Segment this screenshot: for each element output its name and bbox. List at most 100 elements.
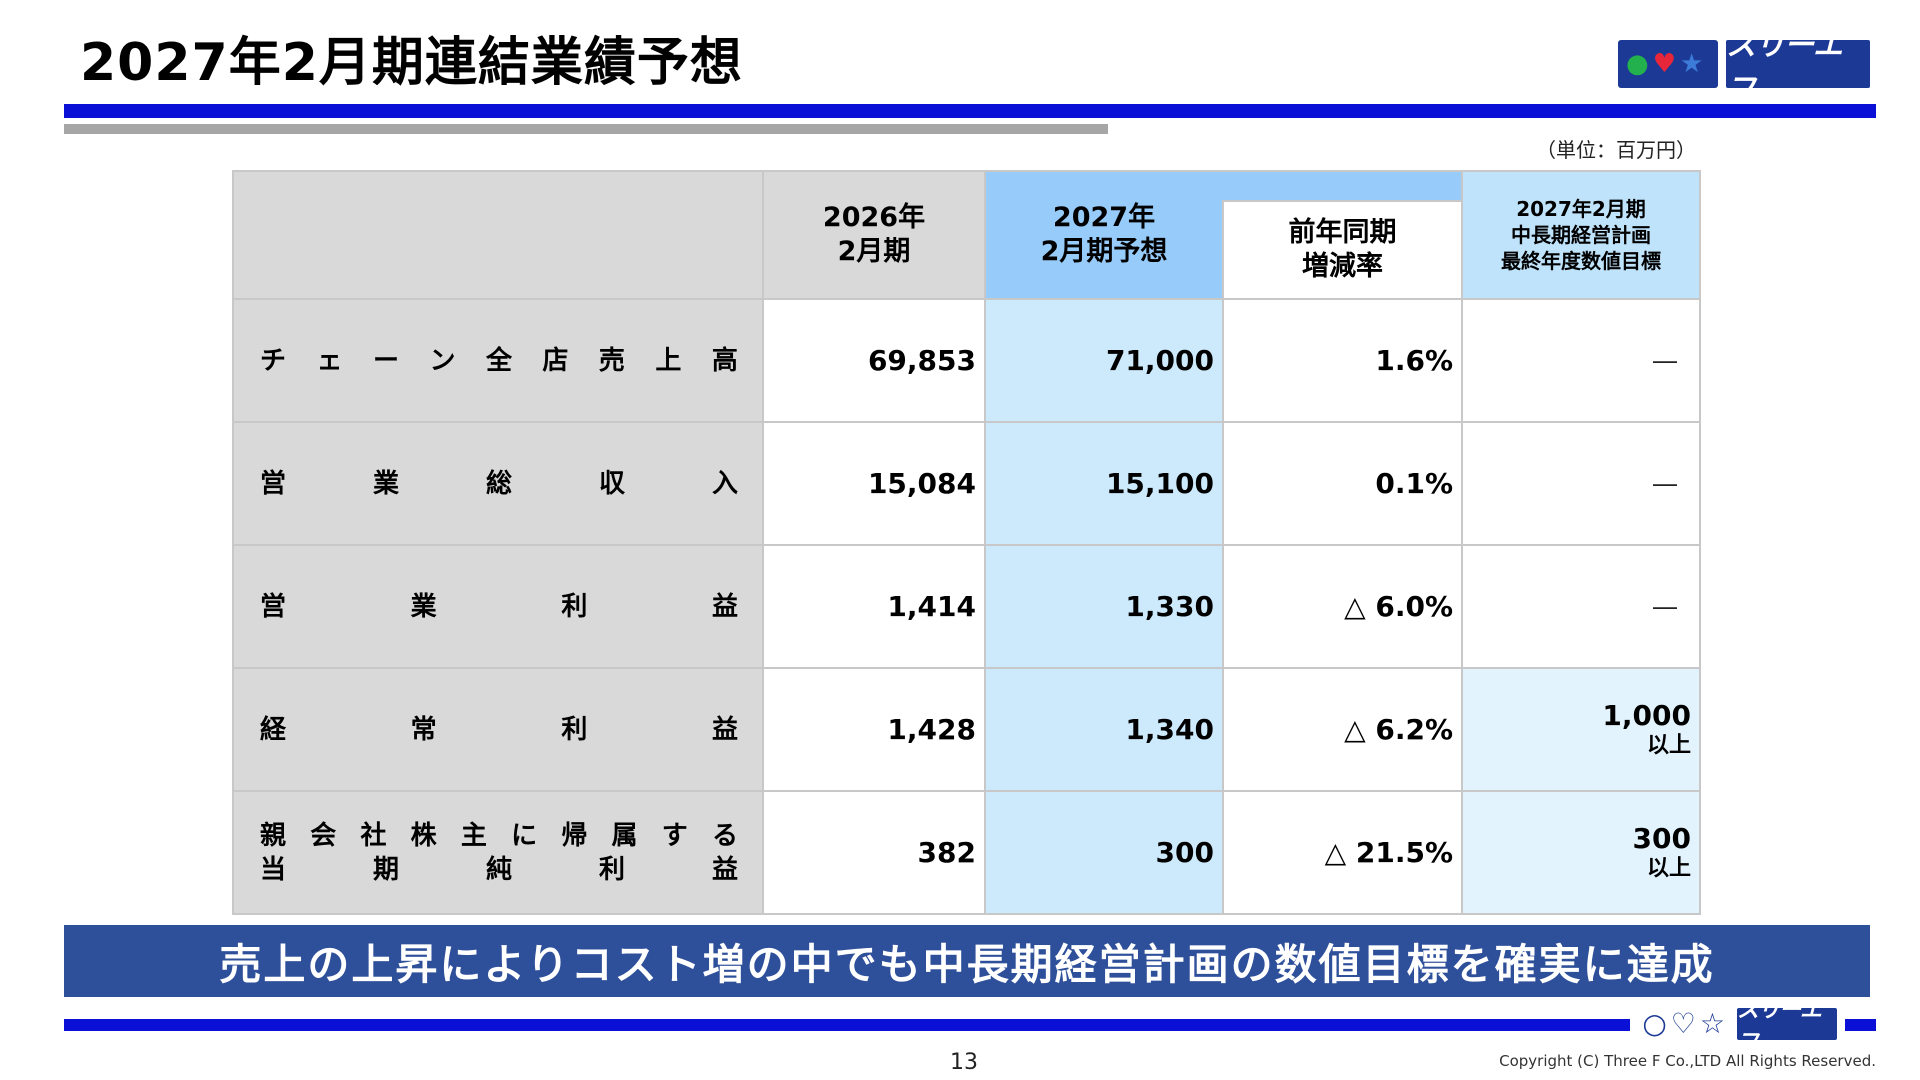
open-circle-icon: ○ — [1642, 1007, 1667, 1040]
row-label-char: 業 — [372, 468, 399, 499]
row-label-char: 経 — [260, 714, 287, 745]
heart-icon: ♥ — [1652, 49, 1676, 79]
table-row: チェーン全店売上高 69,853 71,000 1.6% ― — [232, 298, 1701, 423]
row-label-char: 期 — [372, 854, 399, 885]
value-2026: 69,853 — [762, 298, 986, 423]
value-2026: 1,428 — [762, 667, 986, 792]
row-label: 親会社株主に帰属する当 期 純 利 益 — [232, 790, 764, 915]
row-label-char: 親 — [260, 820, 287, 851]
open-star-icon: ☆ — [1699, 1007, 1725, 1040]
row-label-char: 業 — [410, 591, 437, 622]
table-row: 営 業 総 収 入 15,084 15,100 0.1% ― — [232, 421, 1701, 546]
table-row: 親会社株主に帰属する当期純利益 382 300 △ 21.5% 300 以上 — [232, 790, 1701, 915]
footer-rule — [64, 1019, 1876, 1031]
row-label-char: 株 — [410, 820, 437, 851]
open-heart-icon: ♡ — [1670, 1007, 1696, 1040]
value-yoy-rate: △ 21.5% — [1222, 790, 1463, 915]
row-label-char: 社 — [360, 820, 387, 851]
row-label-char: 会 — [310, 820, 337, 851]
row-label-char: 当 — [260, 854, 287, 885]
row-label-char: 総 — [485, 468, 512, 499]
row-label-line: 営業利益 — [260, 590, 738, 624]
header-strip — [1223, 170, 1463, 201]
value-2027-forecast: 300 — [984, 790, 1224, 915]
value-2026: 1,414 — [762, 544, 986, 669]
row-label-char: ー — [372, 345, 399, 376]
value-yoy-rate: △ 6.0% — [1222, 544, 1463, 669]
logo-wordmark: スリーエフ — [1726, 28, 1870, 107]
row-label-line: 営業総収入 — [260, 467, 738, 501]
value-yoy-rate: △ 6.2% — [1222, 667, 1463, 792]
footer-logo: ○ ♡ ☆ スリーエフ — [1630, 998, 1845, 1055]
unit-note: （単位：百万円） — [1536, 138, 1696, 162]
row-label-char: 営 — [260, 468, 287, 499]
row-label-char: 高 — [711, 345, 738, 376]
row-label-line: チェーン全店売上高 — [260, 344, 738, 378]
value-2027-forecast: 1,330 — [984, 544, 1224, 669]
header-blank-cell — [232, 170, 764, 300]
copyright: Copyright (C) Three F Co.,LTD All Rights… — [1499, 1052, 1876, 1070]
row-label-char: 利 — [598, 854, 625, 885]
value-yoy-rate: 1.6% — [1222, 298, 1463, 423]
page-number: 13 — [950, 1050, 978, 1075]
header-rule — [64, 104, 1876, 118]
row-label-char: 益 — [711, 854, 738, 885]
row-label: 経常利益 — [232, 667, 764, 792]
green-circle-icon: ● — [1626, 49, 1649, 79]
header-yoy-rate: 前年同期 増減率 — [1222, 200, 1463, 300]
row-label-char: 利 — [561, 591, 588, 622]
table-row: 経常利益 1,428 1,340 △ 6.2% 1,000 以上 — [232, 667, 1701, 792]
row-label-char: に — [511, 820, 538, 851]
summary-banner: 売上の上昇によりコスト増の中でも中長期経営計画の数値目標を確実に達成 — [64, 925, 1870, 997]
row-label-char: 益 — [711, 591, 738, 622]
row-label-char: 常 — [410, 714, 437, 745]
forecast-table: 2026年 2月期 2027年 2月期予想 2027年2月期 中長期経営計画 最… — [232, 170, 1701, 915]
row-label-char: 収 — [598, 468, 625, 499]
row-label-line: 経常利益 — [260, 713, 738, 747]
row-label-char: 店 — [542, 345, 569, 376]
value-yoy-rate: 0.1% — [1222, 421, 1463, 546]
value-midterm-target-none: ― — [1461, 544, 1701, 669]
row-label: 営業利益 — [232, 544, 764, 669]
row-label-char: 利 — [561, 714, 588, 745]
star-icon: ★ — [1680, 49, 1704, 79]
value-2026: 15,084 — [762, 421, 986, 546]
row-label-line: 親会社株主に帰属する — [260, 819, 738, 853]
row-label-char: 営 — [260, 591, 287, 622]
row-label-char: 帰 — [561, 820, 588, 851]
value-2026: 382 — [762, 790, 986, 915]
company-logo: ● ♥ ★ スリーエフ — [1618, 28, 1870, 107]
row-label-char: 益 — [711, 714, 738, 745]
row-label-char: る — [711, 820, 738, 851]
row-label-line: 当期純利益 — [260, 853, 738, 887]
header-2026: 2026年 2月期 — [762, 170, 986, 300]
row-label-char: す — [661, 820, 688, 851]
row-label-char: 上 — [655, 345, 682, 376]
row-label-char: 主 — [460, 820, 487, 851]
target-value: 1,000 — [1602, 698, 1691, 732]
row-label-char: 純 — [485, 854, 512, 885]
slide-title: 2027年2月期連結業績予想 — [80, 33, 743, 93]
value-midterm-target: 300 以上 — [1461, 790, 1701, 915]
row-label: 営業総収入 — [232, 421, 764, 546]
row-label-char: ン — [429, 345, 456, 376]
header-midterm-plan: 2027年2月期 中長期経営計画 最終年度数値目標 — [1461, 170, 1701, 300]
logo-mark: ● ♥ ★ — [1618, 40, 1718, 88]
target-qualifier: 以上 — [1646, 732, 1691, 758]
table-row: 営 業 利 益 1,414 1,330 △ 6.0% ― — [232, 544, 1701, 669]
footer-logo-wordmark: スリーエフ — [1737, 998, 1837, 1055]
row-label-char: チ — [260, 345, 287, 376]
value-midterm-target-none: ― — [1461, 298, 1701, 423]
target-qualifier: 以上 — [1646, 855, 1691, 881]
row-label-char: 入 — [711, 468, 738, 499]
target-value: 300 — [1632, 821, 1691, 855]
header-2027-forecast: 2027年 2月期予想 — [984, 170, 1223, 300]
footer-logo-mark: ○ ♡ ☆ — [1638, 1009, 1729, 1039]
value-midterm-target-none: ― — [1461, 421, 1701, 546]
row-label-char: 属 — [611, 820, 638, 851]
value-2027-forecast: 1,340 — [984, 667, 1224, 792]
row-label: チェーン全店売上高 — [232, 298, 764, 423]
value-2027-forecast: 71,000 — [984, 298, 1224, 423]
value-midterm-target: 1,000 以上 — [1461, 667, 1701, 792]
row-label-char: 全 — [485, 345, 512, 376]
